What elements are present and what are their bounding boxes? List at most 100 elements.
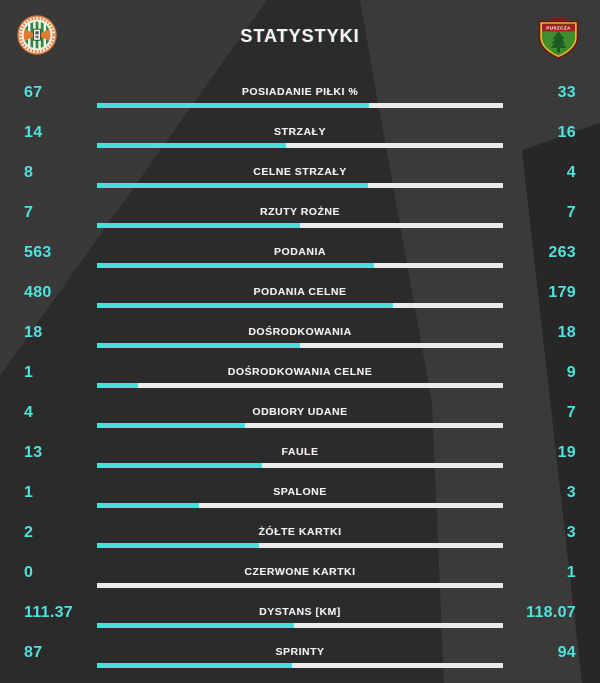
stat-label: SPRINTY	[275, 646, 325, 658]
home-bar-segment	[97, 303, 393, 308]
home-value: 4	[24, 404, 34, 421]
home-value: 18	[24, 324, 43, 341]
stat-bar	[97, 463, 503, 468]
page-title: STATYSTYKI	[240, 26, 360, 46]
stat-label: PODANIA	[274, 246, 326, 258]
stat-label: PODANIA CELNE	[253, 286, 347, 298]
home-bar-segment	[97, 103, 370, 108]
home-bar-segment	[97, 503, 199, 508]
home-value: 1	[24, 484, 34, 501]
stat-row: 14 STRZAŁY 16	[0, 124, 600, 164]
svg-text:PUSZCZA: PUSZCZA	[546, 25, 571, 30]
stat-label: STRZAŁY	[274, 126, 326, 138]
away-bar-segment	[373, 263, 503, 268]
away-bar-segment	[392, 303, 503, 308]
away-value: 179	[548, 284, 576, 301]
stat-bar	[97, 623, 503, 628]
away-team-logo-puszcza-niepolomice: PUSZCZA	[538, 17, 579, 59]
home-value: 480	[24, 284, 52, 301]
stat-row: 563 PODANIA 263	[0, 244, 600, 284]
away-bar-segment	[244, 423, 503, 428]
home-bar-segment	[97, 463, 262, 468]
stat-label: FAULE	[281, 446, 319, 458]
away-value: 7	[566, 204, 576, 221]
home-bar-segment	[97, 663, 293, 668]
home-bar-segment	[97, 183, 368, 188]
stat-row: 13 FAULE 19	[0, 444, 600, 484]
home-value: 14	[24, 124, 43, 141]
home-bar-segment	[97, 423, 245, 428]
away-value: 118.07	[526, 604, 576, 621]
stat-bar	[97, 143, 503, 148]
home-bar-segment	[97, 263, 374, 268]
away-bar-segment	[259, 543, 503, 548]
home-bar-segment	[97, 383, 138, 388]
away-bar-segment	[294, 623, 503, 628]
stat-label: CELNE STRZAŁY	[253, 166, 347, 178]
stat-bar	[97, 263, 503, 268]
stat-label: ŻÓŁTE KARTKI	[258, 526, 342, 538]
away-value: 16	[557, 124, 576, 141]
stat-row: 87 SPRINTY 94	[0, 644, 600, 683]
away-bar-segment	[369, 103, 503, 108]
home-bar-segment	[97, 343, 300, 348]
home-value: 0	[24, 564, 34, 581]
stat-bar	[97, 343, 503, 348]
away-bar-segment	[367, 183, 503, 188]
stat-label: DOŚRODKOWANIA CELNE	[227, 366, 373, 378]
stat-row: 111.37 DYSTANS [KM] 118.07	[0, 604, 600, 644]
stat-label: SPALONE	[273, 486, 327, 498]
away-bar-segment	[292, 663, 503, 668]
away-bar-segment	[261, 463, 503, 468]
away-value: 1	[566, 564, 576, 581]
stat-label: DOŚRODKOWANIA	[248, 326, 352, 338]
away-value: 3	[566, 484, 576, 501]
home-value: 2	[24, 524, 34, 541]
stat-bar	[97, 423, 503, 428]
stat-row: 1 SPALONE 3	[0, 484, 600, 524]
stat-label: CZERWONE KARTKI	[244, 566, 356, 578]
home-bar-segment	[97, 143, 287, 148]
home-value: 8	[24, 164, 34, 181]
home-team-logo-zaglebie-lubin	[17, 15, 57, 55]
away-value: 94	[557, 644, 576, 661]
home-value: 1	[24, 364, 34, 381]
stat-label: RZUTY ROŻNE	[260, 206, 340, 218]
stat-label: POSIADANIE PIŁKI %	[241, 86, 359, 98]
away-value: 18	[557, 324, 576, 341]
stat-row: 7 RZUTY ROŻNE 7	[0, 204, 600, 244]
home-bar-segment	[97, 223, 300, 228]
stat-label: ODBIORY UDANE	[252, 406, 348, 418]
stat-row: 4 ODBIORY UDANE 7	[0, 404, 600, 444]
away-value: 3	[566, 524, 576, 541]
home-bar-segment	[97, 543, 260, 548]
stat-bar	[97, 383, 503, 388]
away-bar-segment	[286, 143, 503, 148]
stat-row: 18 DOŚRODKOWANIA 18	[0, 324, 600, 364]
away-value: 4	[566, 164, 576, 181]
home-bar-segment	[97, 623, 295, 628]
stat-bar	[97, 583, 503, 588]
stat-row: 67 POSIADANIE PIŁKI % 33	[0, 84, 600, 124]
away-value: 19	[557, 444, 576, 461]
home-value: 563	[24, 244, 52, 261]
stats-list: 67 POSIADANIE PIŁKI % 33 14 STRZAŁY 16 8…	[0, 84, 600, 683]
stat-row: 8 CELNE STRZAŁY 4	[0, 164, 600, 204]
away-bar-segment	[137, 383, 503, 388]
away-value: 9	[566, 364, 576, 381]
header: STATYSTYKI PUSZCZA	[0, 0, 600, 75]
home-value: 111.37	[24, 604, 73, 621]
stat-row: 1 DOŚRODKOWANIA CELNE 9	[0, 364, 600, 404]
away-bar-segment	[198, 503, 503, 508]
away-bar-segment	[300, 343, 503, 348]
stat-bar	[97, 503, 503, 508]
away-value: 33	[557, 84, 576, 101]
away-value: 263	[548, 244, 576, 261]
stat-row: 2 ŻÓŁTE KARTKI 3	[0, 524, 600, 564]
stat-row: 0 CZERWONE KARTKI 1	[0, 564, 600, 604]
away-value: 7	[566, 404, 576, 421]
home-value: 67	[24, 84, 43, 101]
home-value: 7	[24, 204, 34, 221]
stat-bar	[97, 543, 503, 548]
